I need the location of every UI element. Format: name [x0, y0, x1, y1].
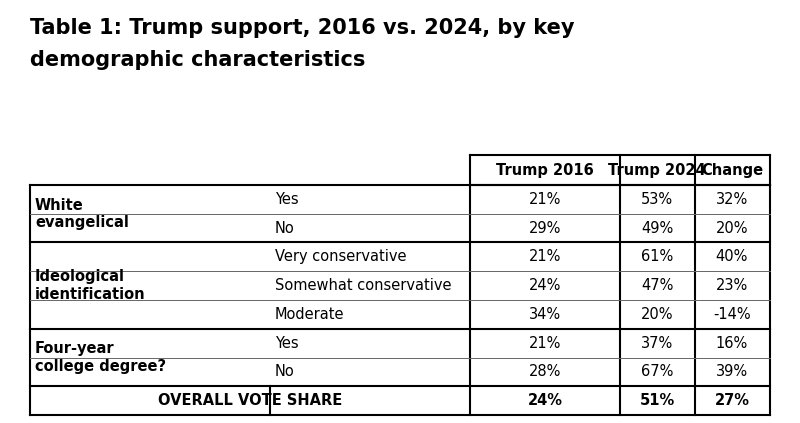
Text: No: No	[275, 221, 294, 236]
Text: White
evangelical: White evangelical	[35, 198, 129, 230]
Text: No: No	[275, 364, 294, 379]
Text: 53%: 53%	[641, 192, 673, 207]
Text: 67%: 67%	[641, 364, 673, 379]
Text: -14%: -14%	[713, 307, 751, 322]
Text: 32%: 32%	[716, 192, 748, 207]
Text: 20%: 20%	[641, 307, 674, 322]
Text: Four-year
college degree?: Four-year college degree?	[35, 341, 166, 374]
Text: 21%: 21%	[529, 192, 561, 207]
Text: 23%: 23%	[716, 278, 748, 293]
Text: Moderate: Moderate	[275, 307, 345, 322]
Text: 27%: 27%	[714, 393, 750, 408]
Text: 20%: 20%	[716, 221, 748, 236]
Text: Somewhat conservative: Somewhat conservative	[275, 278, 451, 293]
Text: 39%: 39%	[716, 364, 748, 379]
Text: Yes: Yes	[275, 192, 298, 207]
Text: 34%: 34%	[529, 307, 561, 322]
Text: 28%: 28%	[529, 364, 561, 379]
Text: Very conservative: Very conservative	[275, 250, 406, 264]
Text: OVERALL VOTE SHARE: OVERALL VOTE SHARE	[158, 393, 342, 408]
Text: 21%: 21%	[529, 250, 561, 264]
Text: 16%: 16%	[716, 335, 748, 351]
Text: Change: Change	[701, 162, 763, 178]
Text: 49%: 49%	[641, 221, 673, 236]
Text: 21%: 21%	[529, 335, 561, 351]
Text: Trump 2016: Trump 2016	[496, 162, 594, 178]
Text: Ideological
identification: Ideological identification	[35, 269, 146, 302]
Text: Table 1: Trump support, 2016 vs. 2024, by key: Table 1: Trump support, 2016 vs. 2024, b…	[30, 18, 574, 38]
Text: Yes: Yes	[275, 335, 298, 351]
Text: Trump 2024: Trump 2024	[608, 162, 706, 178]
Text: 47%: 47%	[641, 278, 673, 293]
Text: 51%: 51%	[639, 393, 674, 408]
Text: 24%: 24%	[527, 393, 562, 408]
Text: demographic characteristics: demographic characteristics	[30, 50, 366, 70]
Text: 37%: 37%	[641, 335, 673, 351]
Text: 24%: 24%	[529, 278, 561, 293]
Text: 29%: 29%	[529, 221, 561, 236]
Text: 61%: 61%	[641, 250, 673, 264]
Text: 40%: 40%	[716, 250, 748, 264]
